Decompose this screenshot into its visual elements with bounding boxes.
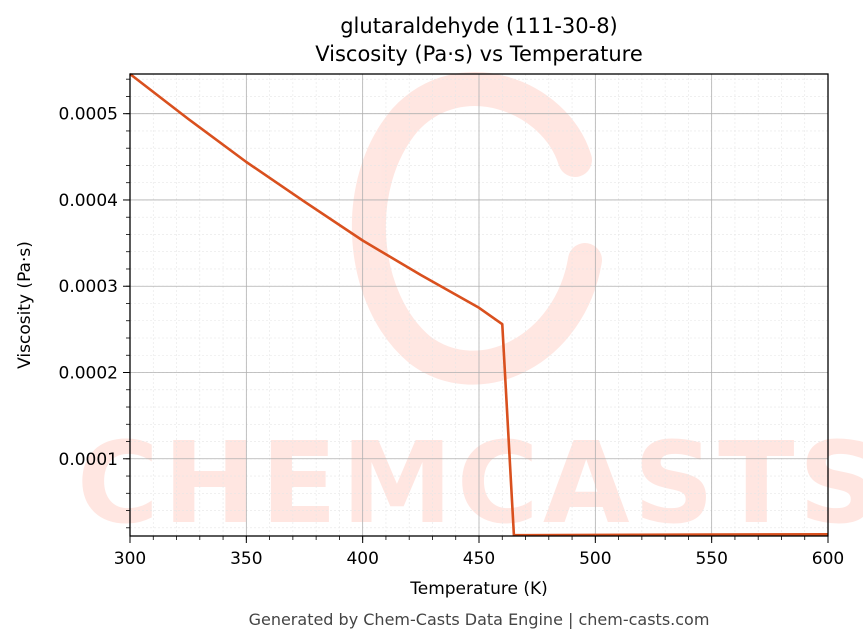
chart-title: glutaraldehyde (111-30-8) [340,14,618,38]
chemcasts-watermark-logo: CHEMCASTS [77,72,863,549]
x-axis-label: Temperature (K) [409,579,548,599]
series-layer [129,72,829,537]
y-tick-label: 0.0003 [59,277,118,297]
x-tick-label: 450 [463,549,495,569]
y-axis-label: Viscosity (Pa·s) [15,241,35,369]
y-tick-label: 0.0002 [59,364,118,384]
viscosity-series-line [129,72,829,537]
x-tick-label: 400 [346,549,378,569]
x-tick-label: 600 [812,549,844,569]
chart-subtitle: Viscosity (Pa·s) vs Temperature [315,42,643,66]
major-grid [129,74,829,536]
x-tick-labels: 300 350 400 450 500 550 600 [114,549,844,569]
x-tick-label: 350 [230,549,262,569]
axis-ticks [123,78,829,543]
y-tick-label: 0.0004 [59,191,118,211]
y-tick-label: 0.0001 [59,450,118,470]
x-tick-label: 300 [114,549,146,569]
y-tick-label: 0.0005 [59,105,118,125]
x-tick-label: 550 [695,549,727,569]
x-tick-label: 500 [579,549,611,569]
footer-credit: Generated by Chem-Casts Data Engine | ch… [249,610,710,629]
svg-text:CHEMCASTS: CHEMCASTS [77,419,863,549]
y-tick-labels: 0.0001 0.0002 0.0003 0.0004 0.0005 [59,105,118,470]
